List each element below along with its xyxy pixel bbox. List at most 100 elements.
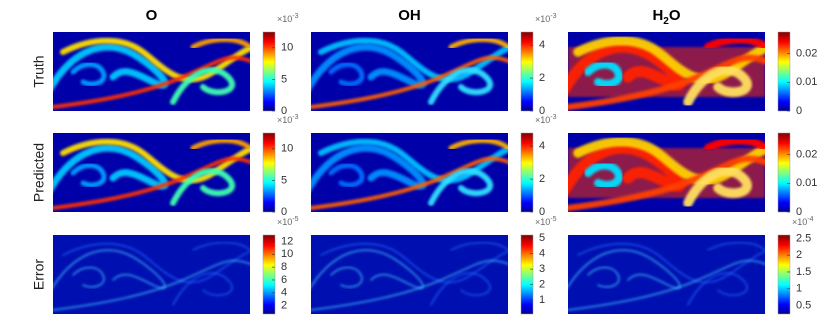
field-structure bbox=[568, 41, 686, 95]
field-structure bbox=[190, 138, 250, 151]
colorbar-tick-label: 2.5 bbox=[796, 232, 811, 244]
field-panel bbox=[311, 133, 508, 212]
colorbar-exponent: ×10-3 bbox=[535, 13, 557, 24]
field-structure bbox=[687, 272, 748, 306]
colorbar-tick-label: 0 bbox=[539, 206, 545, 218]
field-structure bbox=[53, 144, 169, 192]
colorbar-tick-label: 5 bbox=[281, 73, 287, 85]
field-structure bbox=[62, 243, 250, 284]
field-panel bbox=[568, 133, 765, 212]
colorbar-tick-label: 4 bbox=[539, 247, 545, 259]
title-part: O bbox=[669, 7, 681, 24]
column-title: OH bbox=[398, 7, 421, 24]
column-title: O bbox=[146, 7, 158, 24]
field-panel bbox=[568, 235, 765, 314]
field-structure bbox=[70, 163, 107, 188]
colorbar-tick-label: 0.01 bbox=[796, 177, 817, 189]
field-structure bbox=[573, 136, 765, 186]
colorbar-tick-label: 0 bbox=[539, 105, 545, 117]
field-structure bbox=[568, 259, 765, 311]
colorbar-tick-label: 3 bbox=[539, 263, 545, 275]
colorbar-tick-label: 0.5 bbox=[796, 300, 811, 312]
field-structure bbox=[428, 67, 494, 105]
field-structure bbox=[320, 243, 508, 284]
colorbar-tick-label: 5 bbox=[539, 232, 545, 244]
colorbar-tick-label: 5 bbox=[281, 174, 287, 186]
field-structure bbox=[704, 35, 765, 51]
colorbar-exponent: ×10-3 bbox=[277, 114, 299, 125]
colorbar-exponent: ×10-5 bbox=[535, 216, 557, 227]
field-structure bbox=[53, 43, 169, 91]
colorbar-tick-label: 2 bbox=[539, 278, 545, 290]
colorbar bbox=[262, 132, 276, 213]
field-panel bbox=[568, 32, 765, 111]
field-structure bbox=[318, 37, 508, 83]
colorbar-tick-label: 4 bbox=[281, 287, 287, 299]
colorbar-tick-label: 8 bbox=[281, 261, 287, 273]
colorbar-tick-label: 1 bbox=[539, 294, 545, 306]
field-structure bbox=[53, 156, 250, 210]
field-structure bbox=[430, 272, 491, 306]
colorbar-tick-label: 10 bbox=[281, 248, 293, 260]
field-panel bbox=[53, 235, 250, 314]
exponent-base: ×10 bbox=[277, 115, 292, 125]
exponent-base: ×10 bbox=[792, 217, 807, 227]
title-part: H bbox=[652, 7, 663, 24]
colorbar-tick-label: 6 bbox=[281, 274, 287, 286]
colorbar-tick-label: 2 bbox=[281, 300, 287, 312]
field-structure bbox=[450, 241, 508, 251]
field-structure bbox=[568, 155, 765, 212]
colorbar-tick-label: 0.02 bbox=[796, 148, 817, 160]
field-structure bbox=[683, 65, 752, 107]
colorbar bbox=[520, 132, 534, 213]
colorbar-tick-label: 4 bbox=[539, 39, 545, 51]
field-structure bbox=[577, 243, 765, 284]
colorbar-tick-label: 4 bbox=[539, 140, 545, 152]
colorbar bbox=[777, 132, 791, 213]
field-panel bbox=[311, 32, 508, 111]
field-structure bbox=[328, 62, 365, 87]
colorbar-tick-label: 1 bbox=[796, 283, 802, 295]
field-panel bbox=[53, 32, 250, 111]
field-structure bbox=[584, 60, 623, 88]
colorbar-tick-label: 2 bbox=[539, 72, 545, 84]
colorbar-tick-label: 0 bbox=[796, 206, 802, 218]
colorbar-tick-label: 2 bbox=[539, 173, 545, 185]
exponent-power: -5 bbox=[292, 216, 298, 223]
field-structure bbox=[172, 272, 233, 306]
field-background bbox=[53, 235, 250, 314]
colorbar bbox=[262, 234, 276, 315]
field-structure bbox=[448, 138, 508, 151]
colorbar-tick-label: 0 bbox=[281, 105, 287, 117]
field-structure bbox=[568, 249, 681, 289]
exponent-base: ×10 bbox=[535, 217, 550, 227]
field-structure bbox=[311, 156, 508, 210]
field-structure bbox=[192, 241, 250, 251]
field-structure bbox=[53, 259, 250, 311]
exponent-base: ×10 bbox=[535, 115, 550, 125]
field-structure bbox=[584, 161, 623, 189]
field-background bbox=[311, 235, 508, 314]
field-structure bbox=[328, 163, 365, 188]
colorbar-tick-label: 0.02 bbox=[796, 47, 817, 59]
column-title: H2O bbox=[652, 7, 680, 27]
field-structure bbox=[60, 138, 250, 184]
colorbar-tick-label: 0 bbox=[281, 206, 287, 218]
field-structure bbox=[573, 35, 765, 85]
field-structure bbox=[311, 55, 508, 109]
field-structure bbox=[170, 67, 236, 105]
colorbar bbox=[520, 234, 534, 315]
title-part: O bbox=[146, 7, 158, 24]
field-background bbox=[568, 235, 765, 314]
colorbar-tick-label: 10 bbox=[281, 143, 293, 155]
colorbar-exponent: ×10-3 bbox=[535, 114, 557, 125]
exponent-base: ×10 bbox=[277, 217, 292, 227]
field-structure bbox=[568, 142, 686, 196]
field-structure bbox=[311, 43, 427, 91]
field-structure bbox=[190, 37, 250, 50]
exponent-power: -3 bbox=[550, 114, 556, 121]
exponent-power: -3 bbox=[550, 13, 556, 20]
field-structure bbox=[428, 168, 494, 206]
colorbar-exponent: ×10-3 bbox=[277, 13, 299, 24]
colorbar bbox=[777, 31, 791, 112]
